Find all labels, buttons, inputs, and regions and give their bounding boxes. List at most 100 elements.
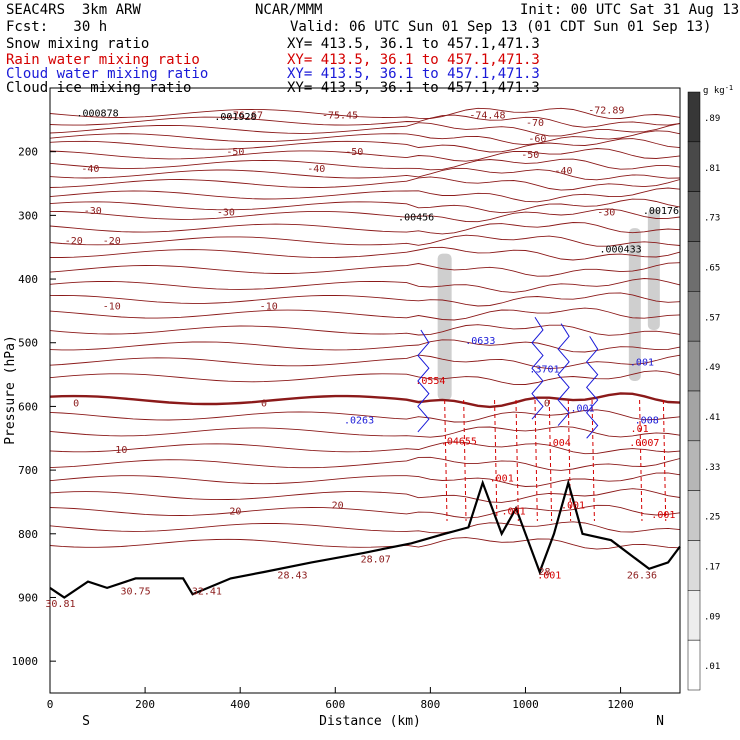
terrain-labels-item: 30.81 — [45, 599, 75, 610]
isotherm-line — [49, 167, 681, 181]
y-tick-label: 200 — [18, 146, 38, 159]
rain-contour — [534, 400, 538, 522]
field-xy-cloud-water: XY= 413.5, 36.1 to 457.1,471.3 — [287, 66, 540, 82]
temperature-labels-item: -76.67 — [227, 111, 263, 122]
colorbar-label: .17 — [704, 562, 720, 572]
isotherm-line — [49, 307, 681, 321]
colorbar-label: .89 — [704, 114, 720, 124]
terrain-labels-item: 28 — [538, 567, 550, 578]
colorbar-label: .33 — [704, 463, 720, 473]
terrain-labels-item: 28.07 — [361, 554, 391, 565]
terrain-labels-item: 28.43 — [277, 570, 307, 581]
x-axis-title: Distance (km) — [319, 714, 421, 729]
isotherm-line — [49, 521, 681, 534]
south-endpoint: S — [82, 714, 90, 729]
temperature-labels-item: -20 — [65, 236, 83, 247]
isotherm-line — [49, 441, 681, 455]
colorbar-swatch — [687, 141, 701, 192]
x-tick-label: 1200 — [607, 698, 634, 711]
temperature-labels-item: 20 — [332, 500, 344, 511]
isotherm-line — [49, 354, 681, 370]
y-tick-label: 900 — [18, 591, 38, 604]
cloud-water-contour — [531, 316, 544, 420]
rain-labels-item: .001 — [490, 474, 514, 485]
temperature-labels-item: -40 — [554, 166, 572, 177]
colorbar-swatch — [687, 440, 701, 491]
isotherm-line — [49, 409, 681, 423]
snow-labels-item: .000878 — [76, 109, 118, 120]
isotherm-line — [49, 187, 681, 203]
temperature-labels-item: -74.48 — [469, 111, 505, 122]
temperature-labels-item: 0 — [261, 398, 267, 409]
temperature-labels-item: -70 — [526, 118, 544, 129]
temperature-labels-item: -50 — [345, 147, 363, 158]
rain-contour — [515, 400, 519, 522]
rain-contour — [463, 400, 467, 522]
isotherm-line — [49, 324, 681, 336]
colorbar-swatch — [687, 590, 701, 641]
isotherm-line — [49, 456, 681, 471]
contour-labels: -75.45 -74.48 -72.89 -76.67 -70 -60 -50 -50 -50 -… — [45, 105, 679, 610]
isotherm-line — [49, 130, 681, 146]
x-tick-label: 200 — [135, 698, 155, 711]
rain-contour — [591, 400, 595, 522]
rain-labels-item: .04655 — [441, 437, 477, 448]
colorbar-label: .81 — [704, 164, 720, 174]
temperature-labels-item: -60 — [528, 134, 546, 145]
temperature-labels-item: 10 — [115, 445, 127, 456]
y-tick-label: 600 — [18, 400, 38, 413]
temperature-labels-item: 20 — [229, 507, 241, 518]
cloud-water-labels-item: .001 — [570, 404, 594, 415]
rain-labels-item: .001 — [537, 570, 561, 581]
colorbar-swatch — [687, 639, 701, 691]
snow-labels-item: .000433 — [599, 244, 641, 255]
terrain-labels-item: 32.41 — [192, 586, 222, 597]
temperature-labels-item: -30 — [217, 207, 235, 218]
colorbar-label: .01 — [704, 662, 720, 672]
rain-contour — [662, 400, 667, 522]
field-label-snow: Snow mixing ratio — [6, 36, 150, 52]
north-endpoint: N — [656, 714, 664, 729]
init-time: Init: 00 UTC Sat 31 Aug 13 — [520, 2, 740, 18]
cloud-water-labels-item: .0633 — [465, 336, 495, 347]
snow-labels-item: .001928 — [214, 112, 256, 123]
colorbar-label: .65 — [704, 263, 720, 273]
temperature-labels-item: -30 — [84, 206, 102, 217]
temperature-labels-item: -30 — [597, 207, 615, 218]
temperature-labels-item: -72.89 — [588, 105, 624, 116]
temperature-labels-item: -40 — [81, 164, 99, 175]
cloud-water-contour — [585, 336, 599, 439]
isotherm-line — [49, 278, 681, 293]
ice-shading-column — [628, 228, 641, 381]
isotherm-line — [49, 472, 681, 487]
cloud-water-contour — [557, 323, 570, 426]
y-tick-label: 300 — [18, 209, 38, 222]
cloud-water-labels-item: .0263 — [344, 416, 374, 427]
field-xy-rain: XY= 413.5, 36.1 to 457.1,471.3 — [287, 52, 540, 68]
colorbar-swatch — [687, 91, 701, 143]
rain-contour — [548, 400, 553, 522]
valid-time: Valid: 06 UTC Sun 01 Sep 13 (01 CDT Sun … — [290, 19, 712, 35]
rain-labels-item: .001 — [502, 507, 526, 518]
colorbar: .89 .81 .73 .65 .57 .49 .41 .33 .25 .17 .09 .01 — [687, 91, 720, 691]
x-tick-label: 400 — [230, 698, 250, 711]
colorbar-label: .41 — [704, 413, 720, 423]
field-label-rain: Rain water mixing ratio — [6, 52, 200, 68]
axes: 0 200 400 600 800 1000 12002003004005006007008… — [12, 146, 634, 711]
colorbar-label: .25 — [704, 513, 720, 523]
isotherm-line — [49, 222, 681, 235]
temperature-labels-item: -50 — [521, 150, 539, 161]
colorbar-swatch — [687, 540, 701, 591]
colorbar-label: .49 — [704, 363, 720, 373]
org-title: NCAR/MMM — [255, 2, 323, 18]
y-tick-label: 800 — [18, 528, 38, 541]
y-axis-title: Pressure (hPa) — [3, 335, 18, 445]
temperature-labels-item: 0 — [73, 398, 79, 409]
y-tick-label: 400 — [18, 273, 38, 286]
snow-labels-item: .00176 — [643, 206, 679, 217]
colorbar-swatch — [687, 490, 701, 541]
colorbar-label: .09 — [704, 612, 720, 622]
isotherm-line — [49, 208, 681, 223]
rain-contours — [444, 400, 667, 522]
